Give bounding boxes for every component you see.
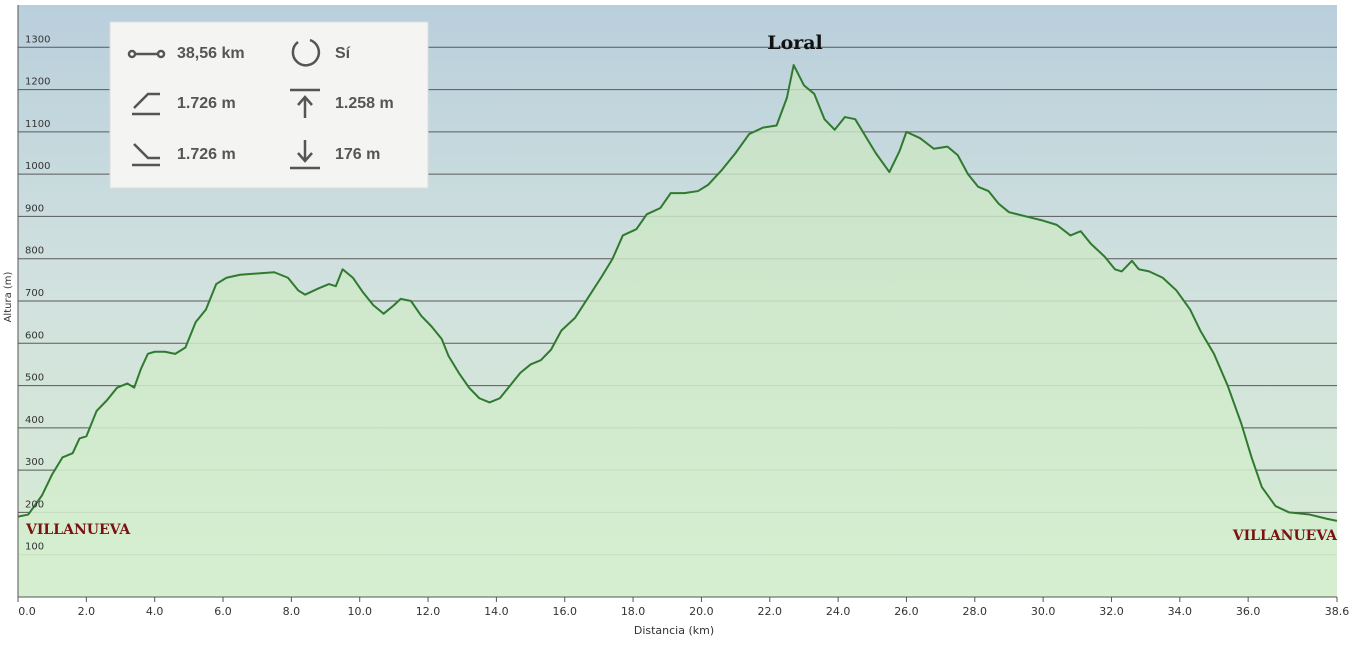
y-tick-label: 1000: [25, 161, 50, 172]
x-tick-label: 6.0: [214, 605, 232, 618]
y-tick-label: 800: [25, 246, 44, 257]
x-tick-label: 10.0: [347, 605, 372, 618]
stat-value: 176 m: [335, 146, 380, 163]
stat-value: 1.726 m: [177, 146, 236, 163]
x-tick-label: 32.0: [1099, 605, 1124, 618]
end-label: VILLANUEVA: [1232, 528, 1338, 544]
y-axis-title: Altura (m): [3, 271, 14, 322]
descent-icon: [132, 143, 160, 167]
x-tick-label: 22.0: [758, 605, 783, 618]
y-tick-label: 900: [25, 203, 44, 214]
y-tick-label: 500: [25, 373, 44, 384]
y-tick-label: 100: [25, 542, 44, 553]
elevation-line: [17, 64, 1338, 522]
x-tick-label: 38.6: [1325, 605, 1350, 618]
x-tick-label: 30.0: [1031, 605, 1056, 618]
x-tick-label: 16.0: [552, 605, 577, 618]
loop-icon: [291, 38, 321, 67]
x-axis-title: Distancia (km): [634, 624, 714, 637]
y-tick-label: 400: [25, 415, 44, 426]
x-tick-label: 36.0: [1236, 605, 1261, 618]
y-tick-label: 300: [25, 457, 44, 468]
min-icon: [290, 140, 320, 170]
x-tick-label: 14.0: [484, 605, 509, 618]
x-tick-label: 24.0: [826, 605, 851, 618]
x-tick-label: 4.0: [146, 605, 164, 618]
y-tick-label: 700: [25, 288, 44, 299]
distance-icon: [127, 49, 137, 59]
y-tick-label: 1100: [25, 119, 50, 130]
x-tick-label: 28.0: [963, 605, 988, 618]
x-tick-label: 18.0: [621, 605, 646, 618]
stats-panel: [109, 21, 429, 189]
y-tick-label: 600: [25, 330, 44, 341]
y-tick-label: 1200: [25, 77, 50, 88]
stat-value: 1.726 m: [177, 95, 236, 112]
stat-value: 1.258 m: [335, 95, 394, 112]
x-tick-label: 20.0: [689, 605, 714, 618]
x-tick-label: 12.0: [416, 605, 441, 618]
x-tick-label: 2.0: [78, 605, 96, 618]
y-tick-label: 200: [25, 499, 44, 510]
distance-icon: [156, 49, 166, 59]
x-tick-label: 8.0: [283, 605, 301, 618]
start-label: VILLANUEVA: [25, 522, 131, 538]
max-icon: [290, 88, 320, 118]
y-tick-label: 1300: [25, 34, 50, 45]
x-tick-label: 34.0: [1168, 605, 1193, 618]
stat-value: Sí: [335, 45, 351, 62]
peak-label: Loral: [767, 32, 823, 54]
stat-value: 38,56 km: [177, 45, 245, 62]
elevation-area: [18, 65, 1337, 597]
ascent-icon: [132, 92, 160, 116]
x-tick-label: 0.0: [18, 605, 36, 618]
stats-box: 38,56 km Sí 1.726 m 1.258 m 1.726 m 176 …: [109, 21, 429, 189]
x-tick-label: 26.0: [894, 605, 919, 618]
